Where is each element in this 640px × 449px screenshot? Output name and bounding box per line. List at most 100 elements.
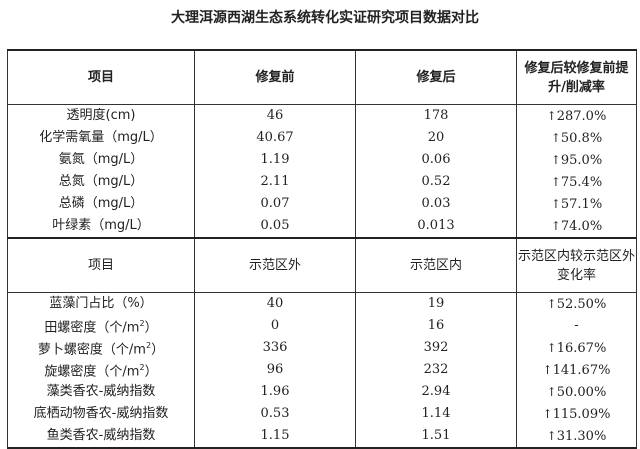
item-cell: 总氮（mg/L） — [7, 171, 195, 193]
rate-cell: ↑75.4% — [516, 171, 637, 193]
arrow-up-icon: ↑ — [550, 174, 561, 189]
rate-cell: ↑141.67% — [516, 359, 637, 381]
table-row: 底栖动物香农-威纳指数 0.53 1.14 ↑115.09% — [7, 403, 637, 425]
item-cell: 蓝藻门占比（%） — [7, 292, 195, 315]
header-col-2: 示范区内 — [355, 237, 517, 293]
unit-superscript: 2 — [145, 340, 152, 350]
header-col-1: 修复前 — [194, 49, 356, 105]
rate-cell: ↑74.0% — [516, 215, 637, 238]
table-row: 总氮（mg/L） 2.11 0.52 ↑75.4% — [7, 171, 637, 193]
table-row: 藻类香农-威纳指数 1.96 2.94 ↑50.00% — [7, 381, 637, 403]
inside-cell: 232 — [355, 359, 517, 381]
rate-value: 16.67% — [556, 340, 607, 356]
rate-cell: ↑50.8% — [516, 127, 637, 149]
before-cell: 40.67 — [194, 127, 356, 149]
item-cell: 总磷（mg/L） — [7, 193, 195, 215]
item-label: 化学需氧量（mg/L） — [39, 130, 163, 145]
item-label: 旋螺密度（个/m — [44, 364, 140, 380]
after-cell: 178 — [355, 104, 517, 127]
item-label-end: ） — [144, 320, 158, 336]
item-label: 透明度(cm) — [66, 108, 136, 123]
inside-cell: 19 — [355, 292, 517, 315]
rate-cell: ↑115.09% — [516, 403, 637, 425]
item-cell: 氨氮（mg/L） — [7, 149, 195, 171]
rate-cell: ↑16.67% — [516, 337, 637, 359]
rate-value: - — [574, 318, 579, 333]
after-cell: 0.03 — [355, 193, 517, 215]
item-cell: 化学需氧量（mg/L） — [7, 127, 195, 149]
before-cell: 0.07 — [194, 193, 356, 215]
after-cell: 0.52 — [355, 171, 517, 193]
header-item: 项目 — [7, 49, 195, 105]
arrow-up-icon: ↑ — [542, 406, 553, 421]
comparison-table: 项目 修复前 修复后 修复后较修复前提升/削减率透明度(cm) 46 178 ↑287.0%… — [7, 49, 637, 449]
unit-superscript: 2 — [139, 318, 145, 328]
outside-cell: 40 — [194, 292, 356, 315]
rate-cell: ↑57.1% — [516, 193, 637, 215]
outside-cell: 96 — [194, 359, 356, 381]
rate-cell: ↑287.0% — [516, 104, 637, 127]
arrow-up-icon: ↑ — [546, 296, 557, 311]
rate-value: 31.30% — [556, 428, 607, 444]
table-row: 透明度(cm) 46 178 ↑287.0% — [7, 104, 637, 127]
outside-cell: 0 — [194, 315, 356, 337]
item-label: 鱼类香农-威纳指数 — [46, 428, 156, 443]
table-row: 旋螺密度（个/m2） 96 232 ↑141.67% — [7, 359, 637, 381]
rate-cell: ↑95.0% — [516, 149, 637, 171]
table-row: 鱼类香农-威纳指数 1.15 1.51 ↑31.30% — [7, 425, 637, 449]
item-label: 田螺密度（个/m — [44, 320, 140, 336]
arrow-up-icon: ↑ — [550, 218, 561, 233]
rate-cell: - — [516, 315, 637, 337]
arrow-up-icon: ↑ — [550, 152, 561, 167]
header-row: 项目 修复前 修复后 修复后较修复前提升/削减率 — [7, 49, 637, 105]
inside-cell: 1.51 — [355, 425, 517, 449]
table-row: 萝卜螺密度（个/m2） 336 392 ↑16.67% — [7, 337, 637, 359]
after-cell: 20 — [355, 127, 517, 149]
item-cell: 底栖动物香农-威纳指数 — [7, 403, 195, 425]
item-label: 氨氮（mg/L） — [58, 152, 144, 167]
arrow-up-icon: ↑ — [550, 130, 561, 145]
outside-cell: 1.96 — [194, 381, 356, 403]
outside-cell: 1.15 — [194, 425, 356, 449]
rate-value: 74.0% — [560, 218, 603, 234]
item-cell: 田螺密度（个/m2） — [7, 315, 195, 337]
arrow-up-icon: ↑ — [542, 362, 553, 377]
arrow-up-icon: ↑ — [546, 340, 557, 355]
table-row: 叶绿素（mg/L） 0.05 0.013 ↑74.0% — [7, 215, 637, 238]
item-label: 萝卜螺密度（个/m — [37, 342, 146, 358]
item-label-end: ） — [151, 342, 165, 358]
arrow-up-icon: ↑ — [546, 108, 557, 123]
arrow-up-icon: ↑ — [550, 196, 561, 211]
header-col-1: 示范区外 — [194, 237, 356, 293]
inside-cell: 392 — [355, 337, 517, 359]
item-label: 叶绿素（mg/L） — [52, 218, 150, 233]
item-cell: 透明度(cm) — [7, 104, 195, 127]
inside-cell: 16 — [355, 315, 517, 337]
item-label-end: ） — [144, 364, 158, 380]
rate-value: 50.00% — [556, 384, 607, 400]
before-cell: 0.05 — [194, 215, 356, 238]
rate-value: 52.50% — [556, 296, 607, 312]
rate-cell: ↑50.00% — [516, 381, 637, 403]
rate-value: 57.1% — [560, 196, 603, 212]
header-item: 项目 — [7, 237, 195, 293]
rate-value: 95.0% — [560, 152, 603, 168]
inside-cell: 1.14 — [355, 403, 517, 425]
rate-value: 115.09% — [552, 406, 611, 422]
item-cell: 叶绿素（mg/L） — [7, 215, 195, 238]
item-label: 底栖动物香农-威纳指数 — [33, 406, 169, 421]
rate-cell: ↑31.30% — [516, 425, 637, 449]
outside-cell: 336 — [194, 337, 356, 359]
table-row: 化学需氧量（mg/L） 40.67 20 ↑50.8% — [7, 127, 637, 149]
item-label: 总磷（mg/L） — [58, 196, 144, 211]
header-rate: 示范区内较示范区外变化率 — [516, 237, 637, 293]
table-row: 氨氮（mg/L） 1.19 0.06 ↑95.0% — [7, 149, 637, 171]
outside-cell: 0.53 — [194, 403, 356, 425]
unit-superscript: 2 — [139, 362, 145, 372]
item-label: 藻类香农-威纳指数 — [46, 384, 156, 399]
before-cell: 2.11 — [194, 171, 356, 193]
before-cell: 46 — [194, 104, 356, 127]
table-row: 田螺密度（个/m2） 0 16- — [7, 315, 637, 337]
rate-value: 75.4% — [560, 174, 603, 190]
rate-cell: ↑52.50% — [516, 292, 637, 315]
